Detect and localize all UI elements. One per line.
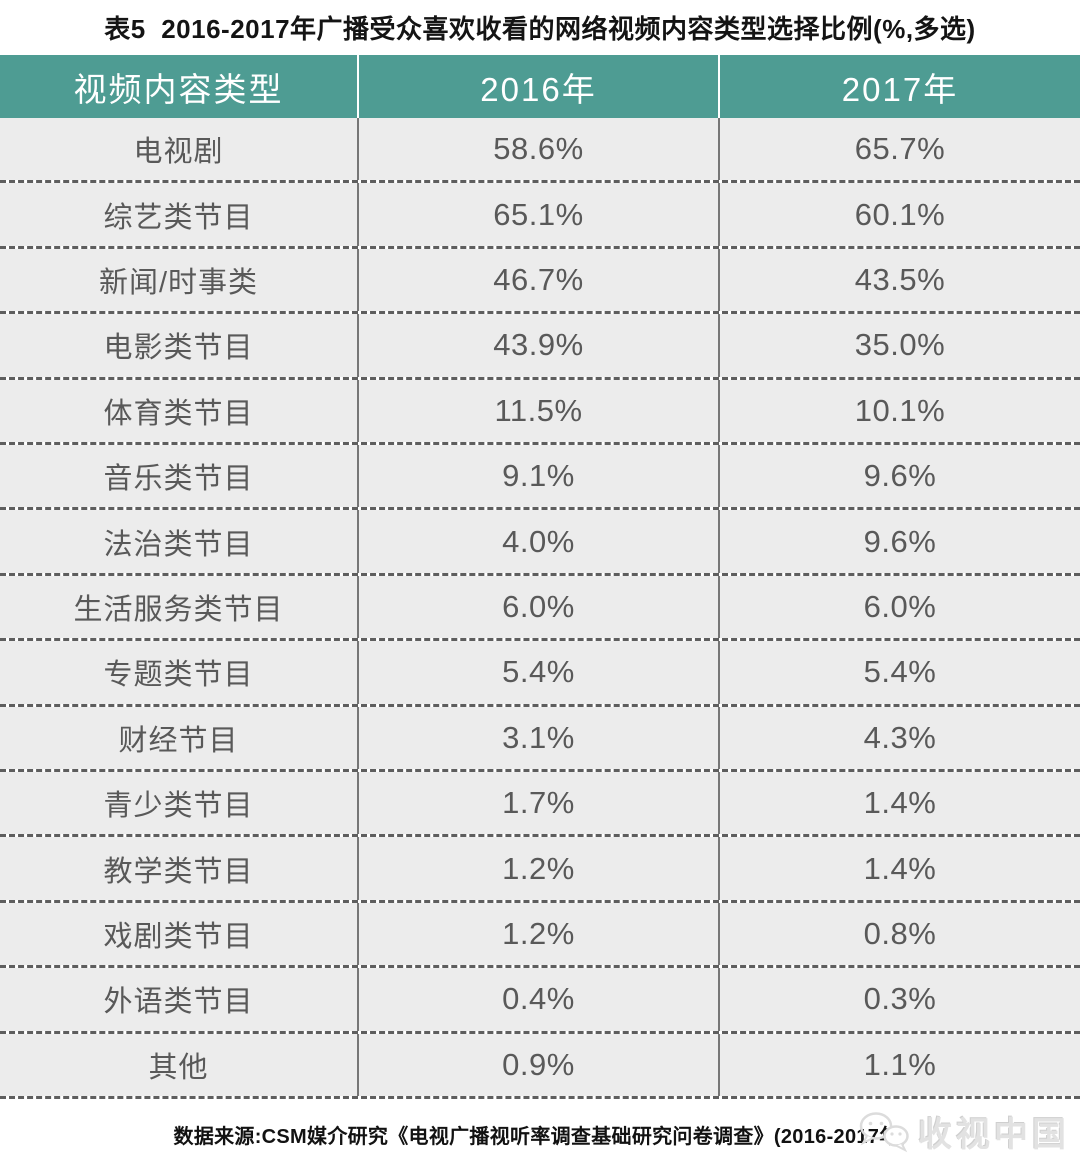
watermark-text: 收视中国 [918,1116,1070,1154]
row-label: 法治类节目 [103,528,254,561]
value-2016: 46.7% [357,248,718,312]
table-row: 体育类节目 11.5% 10.1% [0,379,1080,446]
table-body: 电视剧 58.6% 65.7% 综艺类节目 65.1% 60.1% 新闻/时事类 46.7% 4… [0,118,1080,1100]
value-2017: 43.5% [718,248,1080,312]
value-2016: 0.4% [357,968,718,1031]
column-header-2016: 2016年 [357,55,718,118]
value-2017: 4.3% [718,706,1080,770]
row-label: 音乐类节目 [103,463,254,496]
value-2017: 6.0% [718,575,1080,639]
value-2016: 6.0% [357,575,718,639]
table-row: 生活服务类节目 6.0% 6.0% [0,575,1080,642]
table-row: 财经节目 3.1% 4.3% [0,706,1080,773]
value-2017: 1.4% [718,837,1080,900]
watermark-logo: 收视中国 [858,1107,1070,1156]
table-row: 综艺类节目 65.1% 60.1% [0,183,1080,249]
footer: 数据来源:CSM媒介研究《电视广播视听率调查基础研究问卷调查》(2016-201… [0,1099,1080,1169]
value-2017: 9.6% [718,445,1080,508]
value-2017: 1.4% [718,772,1080,835]
value-2016: 1.7% [357,772,718,835]
value-2016: 5.4% [357,641,718,704]
value-2017: 9.6% [718,510,1080,573]
table-row: 电视剧 58.6% 65.7% [0,118,1080,184]
value-2017: 5.4% [718,641,1080,704]
value-2017: 0.3% [718,968,1080,1031]
column-header-2017: 2017年 [718,55,1080,118]
value-2017: 35.0% [718,314,1080,377]
value-2017: 0.8% [718,902,1080,966]
row-label: 综艺类节目 [103,201,254,234]
value-2016: 1.2% [357,837,718,900]
row-label: 生活服务类节目 [73,594,284,627]
value-2016: 3.1% [357,706,718,770]
value-2017: 1.1% [718,1033,1080,1097]
value-2016: 4.0% [357,510,718,573]
row-label: 专题类节目 [103,659,254,692]
table-title: 表5 2016-2017年广播受众喜欢收看的网络视频内容类型选择比例(%,多选) [104,14,976,44]
value-2016: 65.1% [357,183,718,246]
row-label: 戏剧类节目 [103,921,254,954]
column-header-content-type: 视频内容类型 [73,70,284,108]
table-header-row: 视频内容类型 2016年 2017年 [0,55,1080,118]
value-2016: 11.5% [357,379,718,443]
value-2016: 0.9% [357,1033,718,1097]
table-row: 新闻/时事类 46.7% 43.5% [0,248,1080,315]
table-row: 专题类节目 5.4% 5.4% [0,641,1080,707]
row-label: 电视剧 [133,136,224,169]
data-table: 视频内容类型 2016年 2017年 电视剧 58.6% 65.7% 综艺类节目 65.… [0,55,1080,1100]
value-2016: 43.9% [357,314,718,377]
row-label: 电影类节目 [103,332,254,365]
table-row: 法治类节目 4.0% 9.6% [0,510,1080,576]
row-label: 体育类节目 [103,397,254,430]
table-row: 青少类节目 1.7% 1.4% [0,772,1080,838]
value-2017: 60.1% [718,183,1080,246]
value-2017: 10.1% [718,379,1080,443]
row-label: 财经节目 [118,724,239,757]
wechat-chat-bubbles-icon [858,1111,910,1153]
row-label: 其他 [148,1051,209,1084]
table-row: 音乐类节目 9.1% 9.6% [0,445,1080,511]
table-row: 教学类节目 1.2% 1.4% [0,837,1080,903]
row-label: 外语类节目 [103,986,254,1019]
value-2016: 1.2% [357,902,718,966]
table-row: 外语类节目 0.4% 0.3% [0,968,1080,1034]
table-row: 其他 0.9% 1.1% [0,1033,1080,1100]
value-2017: 65.7% [718,118,1080,181]
row-label: 教学类节目 [103,855,254,888]
table-row: 戏剧类节目 1.2% 0.8% [0,902,1080,969]
value-2016: 9.1% [357,445,718,508]
row-label: 青少类节目 [103,790,254,823]
data-source-note: 数据来源:CSM媒介研究《电视广播视听率调查基础研究问卷调查》(2016-201… [173,1125,907,1148]
value-2016: 58.6% [357,118,718,181]
table-row: 电影类节目 43.9% 35.0% [0,314,1080,380]
row-label: 新闻/时事类 [98,267,259,300]
